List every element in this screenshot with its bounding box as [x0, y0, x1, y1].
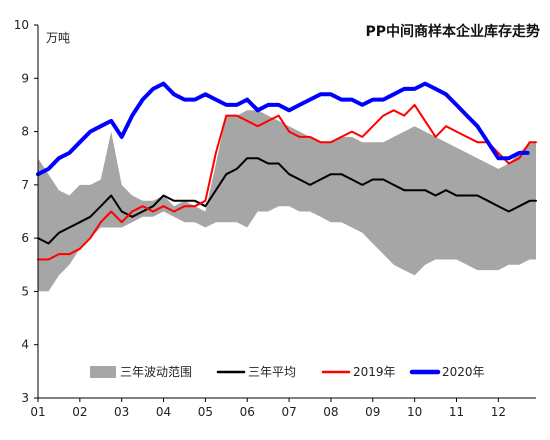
x-tick-label: 04 — [156, 405, 171, 419]
x-tick-label: 01 — [30, 405, 45, 419]
y-tick-label: 4 — [21, 338, 29, 352]
series-line-0 — [37, 157, 537, 245]
x-tick-label: 05 — [198, 405, 213, 419]
x-tick-label: 06 — [240, 405, 255, 419]
x-tick-label: 12 — [491, 405, 506, 419]
legend-label-2: 2019年 — [353, 365, 396, 379]
y-tick-label: 6 — [21, 231, 29, 245]
y-tick-label: 8 — [21, 125, 29, 139]
legend-swatch-band — [90, 366, 116, 378]
y-tick-label: 3 — [21, 391, 29, 405]
x-tick-label: 09 — [365, 405, 380, 419]
band-range-area — [38, 110, 536, 292]
legend-label-0: 三年波动范围 — [120, 365, 192, 379]
x-tick-label: 08 — [323, 405, 338, 419]
x-tick-label: 07 — [281, 405, 296, 419]
x-tick-label: 03 — [114, 405, 129, 419]
y-tick-label: 7 — [21, 178, 29, 192]
y-tick-label: 5 — [21, 284, 29, 298]
y-axis-unit: 万吨 — [46, 31, 70, 45]
plot-area: 3 4 5 6 7 8 9 10 01 02 03 04 05 06 07 08 09 10 11 12 — [14, 18, 537, 419]
y-tick-label: 9 — [21, 71, 29, 85]
x-tick-label: 10 — [407, 405, 422, 419]
legend-label-1: 三年平均 — [248, 365, 296, 379]
y-tick-label: 10 — [14, 18, 29, 32]
x-tick-label: 11 — [449, 405, 464, 419]
series-line-1 — [37, 103, 537, 261]
legend-label-3: 2020年 — [442, 365, 485, 379]
x-tick-label: 02 — [72, 405, 87, 419]
series-line-2 — [36, 81, 530, 177]
chart-title: PP中间商样本企业库存走势 — [365, 23, 540, 40]
legend: 三年波动范围 三年平均 2019年 2020年 — [90, 365, 485, 379]
